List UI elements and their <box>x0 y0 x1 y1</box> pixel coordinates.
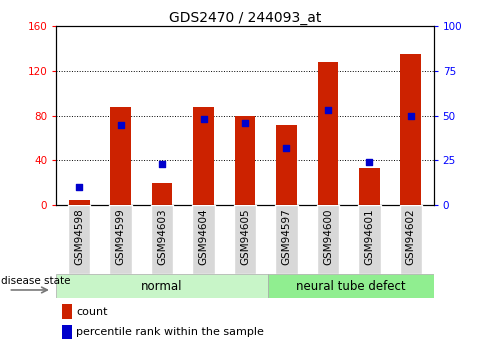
Bar <box>56 274 268 298</box>
Text: GSM94598: GSM94598 <box>74 209 84 265</box>
Point <box>324 107 332 113</box>
Text: GSM94599: GSM94599 <box>116 209 125 265</box>
Text: GSM94605: GSM94605 <box>240 209 250 265</box>
Point <box>407 113 415 118</box>
FancyBboxPatch shape <box>234 205 256 274</box>
Bar <box>268 274 434 298</box>
Text: GSM94602: GSM94602 <box>406 209 416 265</box>
Title: GDS2470 / 244093_at: GDS2470 / 244093_at <box>169 11 321 25</box>
Point <box>366 159 373 165</box>
Bar <box>359 168 380 205</box>
Bar <box>193 107 214 205</box>
FancyBboxPatch shape <box>109 205 132 274</box>
Text: neural tube defect: neural tube defect <box>296 280 406 293</box>
Point <box>75 185 83 190</box>
Bar <box>235 116 255 205</box>
FancyBboxPatch shape <box>275 205 297 274</box>
Text: percentile rank within the sample: percentile rank within the sample <box>76 327 264 337</box>
Bar <box>276 125 297 205</box>
Point <box>199 116 207 122</box>
FancyBboxPatch shape <box>358 205 381 274</box>
FancyBboxPatch shape <box>68 205 90 274</box>
Point <box>283 145 291 151</box>
FancyBboxPatch shape <box>317 205 339 274</box>
FancyBboxPatch shape <box>193 205 215 274</box>
Text: normal: normal <box>141 280 183 293</box>
Point <box>117 122 124 127</box>
Text: GSM94603: GSM94603 <box>157 209 167 265</box>
Bar <box>62 325 72 339</box>
FancyBboxPatch shape <box>400 205 422 274</box>
Text: count: count <box>76 307 108 316</box>
Point <box>158 161 166 167</box>
Text: GSM94597: GSM94597 <box>281 209 292 265</box>
FancyBboxPatch shape <box>151 205 173 274</box>
Text: GSM94604: GSM94604 <box>198 209 209 265</box>
Bar <box>62 304 72 319</box>
Bar <box>152 183 172 205</box>
Bar <box>318 62 338 205</box>
Text: GSM94601: GSM94601 <box>365 209 374 265</box>
Point <box>241 120 249 126</box>
Text: disease state: disease state <box>1 276 71 286</box>
Bar <box>400 54 421 205</box>
Bar <box>69 200 90 205</box>
Bar <box>110 107 131 205</box>
Text: GSM94600: GSM94600 <box>323 209 333 265</box>
